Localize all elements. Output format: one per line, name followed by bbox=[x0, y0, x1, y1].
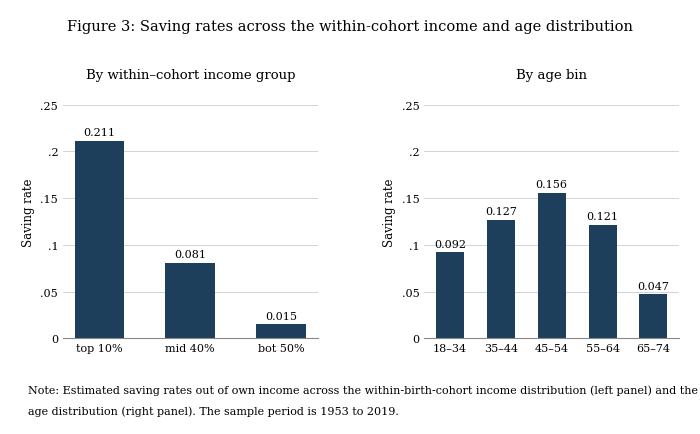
Text: 0.092: 0.092 bbox=[434, 239, 466, 249]
Y-axis label: Saving rate: Saving rate bbox=[384, 178, 396, 247]
Bar bbox=[436, 253, 464, 339]
Bar bbox=[640, 295, 667, 339]
Text: 0.211: 0.211 bbox=[83, 128, 116, 138]
Text: age distribution (right panel). The sample period is 1953 to 2019.: age distribution (right panel). The samp… bbox=[28, 406, 399, 416]
Bar bbox=[256, 325, 306, 339]
Text: Figure 3: Saving rates across the within-cohort income and age distribution: Figure 3: Saving rates across the within… bbox=[67, 20, 633, 33]
Title: By age bin: By age bin bbox=[516, 69, 587, 82]
Text: 0.156: 0.156 bbox=[536, 179, 568, 189]
Text: 0.121: 0.121 bbox=[587, 212, 619, 222]
Bar bbox=[75, 142, 125, 339]
Text: 0.015: 0.015 bbox=[265, 311, 297, 321]
Text: Note: Estimated saving rates out of own income across the within-birth-cohort in: Note: Estimated saving rates out of own … bbox=[28, 384, 698, 395]
Bar bbox=[165, 263, 215, 339]
Bar bbox=[487, 220, 515, 339]
Y-axis label: Saving rate: Saving rate bbox=[22, 178, 35, 247]
Text: 0.127: 0.127 bbox=[485, 207, 517, 217]
Text: 0.081: 0.081 bbox=[174, 249, 206, 259]
Title: By within–cohort income group: By within–cohort income group bbox=[85, 69, 295, 82]
Text: 0.047: 0.047 bbox=[638, 281, 669, 291]
Bar bbox=[589, 226, 617, 339]
Bar bbox=[538, 193, 566, 339]
